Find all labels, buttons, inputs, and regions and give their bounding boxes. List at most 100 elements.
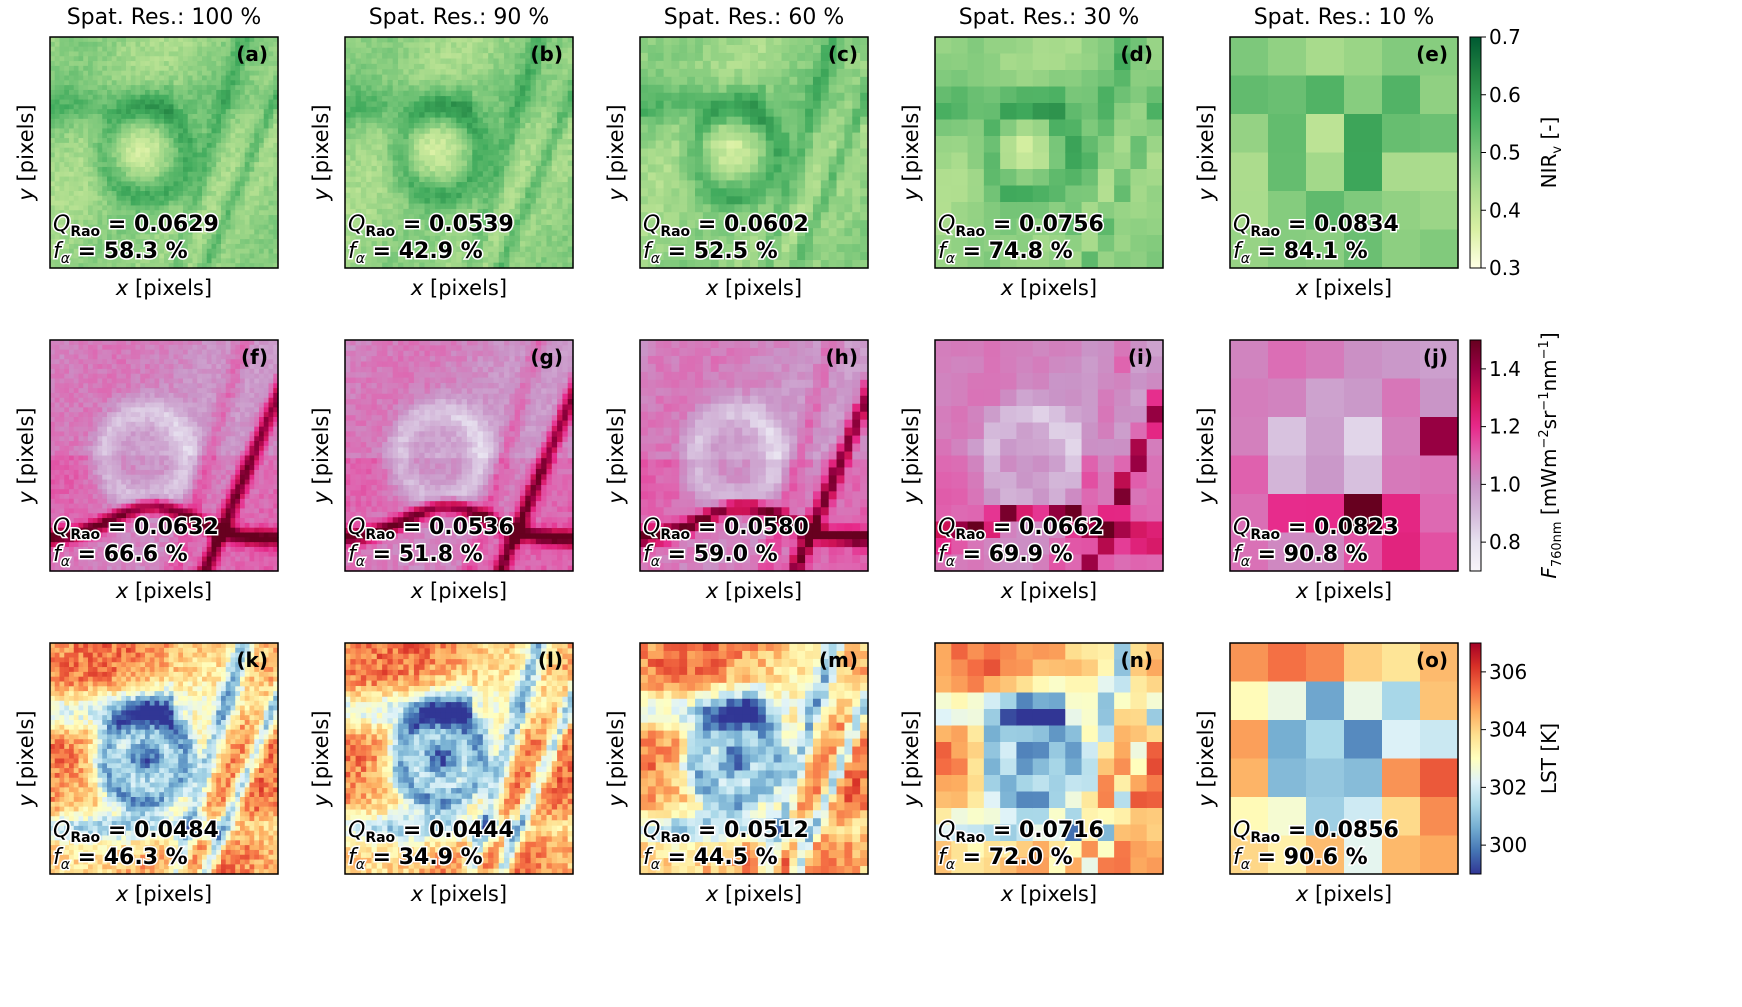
heatmap-cell xyxy=(498,144,505,151)
heatmap-cell xyxy=(268,157,274,163)
heatmap-cell xyxy=(235,205,241,211)
heatmap-cell xyxy=(259,70,265,77)
heatmap-cell xyxy=(159,147,165,154)
heatmap-cell xyxy=(562,225,569,231)
heatmap-cell xyxy=(530,182,537,189)
heatmap-cell xyxy=(413,133,420,140)
heatmap-cell xyxy=(345,214,351,221)
heatmap-cell xyxy=(59,89,65,96)
heatmap-cell xyxy=(221,239,227,245)
heatmap-cell xyxy=(225,51,232,57)
heatmap-cell xyxy=(440,63,447,70)
heatmap-cell xyxy=(216,215,222,221)
heatmap-cell xyxy=(562,214,569,221)
heatmap-cell xyxy=(718,164,728,174)
heatmap-cell xyxy=(69,181,75,187)
heatmap-cell xyxy=(197,65,203,72)
heatmap-cell xyxy=(852,92,861,102)
heatmap-cell xyxy=(509,47,516,54)
heatmap-cell xyxy=(844,236,853,245)
heatmap-cell xyxy=(173,239,179,245)
heatmap-cell xyxy=(435,37,442,43)
heatmap-cell xyxy=(69,263,75,269)
heatmap-cell xyxy=(59,258,65,264)
heatmap-cell xyxy=(116,70,122,77)
heatmap-cell xyxy=(557,69,563,76)
heatmap-cell xyxy=(273,195,279,202)
heatmap-cell xyxy=(92,224,99,231)
heatmap-cell xyxy=(376,112,383,119)
heatmap-cell xyxy=(413,208,420,215)
heatmap-cell xyxy=(398,96,404,103)
heatmap-cell xyxy=(211,263,217,269)
heatmap-cell xyxy=(419,85,426,92)
heatmap-cell xyxy=(445,79,452,86)
heatmap-cell xyxy=(718,220,728,229)
heatmap-cell xyxy=(392,192,399,199)
heatmap-cell xyxy=(371,74,378,81)
heatmap-cell xyxy=(97,114,103,120)
heatmap-cell xyxy=(178,89,184,96)
heatmap-cell xyxy=(240,210,246,216)
heatmap-cell xyxy=(429,53,436,60)
heatmap-cell xyxy=(371,230,378,237)
heatmap-cell xyxy=(477,58,484,65)
heatmap-cell xyxy=(387,90,394,97)
heatmap-cell xyxy=(254,147,260,154)
heatmap-cell xyxy=(273,248,279,255)
heatmap-cell xyxy=(482,96,489,103)
heatmap-cell xyxy=(173,219,179,226)
heatmap-cell xyxy=(54,109,61,115)
heatmap-cell xyxy=(211,152,217,158)
heatmap-cell xyxy=(73,51,80,57)
heatmap-cell xyxy=(852,108,861,118)
heatmap-cell xyxy=(445,187,452,194)
heatmap-cell xyxy=(726,140,735,150)
heatmap-cell xyxy=(493,144,500,151)
heatmap-cell xyxy=(546,79,553,86)
heatmap-cell xyxy=(557,192,563,199)
heatmap-cell xyxy=(360,257,367,264)
heatmap-cell xyxy=(504,122,510,129)
heatmap-cell xyxy=(102,181,108,187)
heatmap-cell xyxy=(164,253,170,259)
heatmap-cell xyxy=(221,205,227,211)
heatmap-cell xyxy=(702,156,712,166)
heatmap-cell xyxy=(83,205,89,211)
heatmap-cell xyxy=(216,94,222,101)
heatmap-cell xyxy=(116,75,122,81)
heatmap-cell xyxy=(472,214,479,221)
heatmap-cell xyxy=(413,79,420,86)
heatmap-cell xyxy=(230,224,236,231)
heatmap-cell xyxy=(88,75,94,81)
heatmap-cell xyxy=(183,118,189,125)
heatmap-cell xyxy=(145,258,151,264)
heatmap-cell xyxy=(64,114,70,120)
heatmap-cell xyxy=(97,152,103,158)
heatmap-cell xyxy=(562,198,569,205)
heatmap-cell xyxy=(230,37,236,43)
heatmap-cell xyxy=(679,236,688,245)
heatmap-cell xyxy=(640,68,649,78)
heatmap-cell xyxy=(702,196,712,205)
heatmap-cell xyxy=(860,68,869,78)
heatmap-cell xyxy=(178,142,184,149)
heatmap-cell xyxy=(211,118,217,125)
heatmap-cell xyxy=(695,76,704,86)
heatmap-cell xyxy=(69,80,75,86)
heatmap-cell xyxy=(164,229,170,235)
heatmap-cell xyxy=(254,186,260,192)
heatmap-cell xyxy=(493,257,500,264)
heatmap-cell xyxy=(64,248,70,255)
heatmap-cell xyxy=(797,84,806,94)
heatmap-cell xyxy=(852,84,861,94)
heatmap-cell xyxy=(687,68,696,78)
heatmap-cell xyxy=(718,188,728,197)
heatmap-cell xyxy=(567,74,574,81)
heatmap-cell xyxy=(765,108,775,118)
heatmap-cell xyxy=(187,138,194,144)
heatmap-cell xyxy=(562,58,569,65)
heatmap-cell xyxy=(435,192,442,199)
heatmap-cell xyxy=(97,46,103,53)
heatmap-cell xyxy=(498,235,505,242)
